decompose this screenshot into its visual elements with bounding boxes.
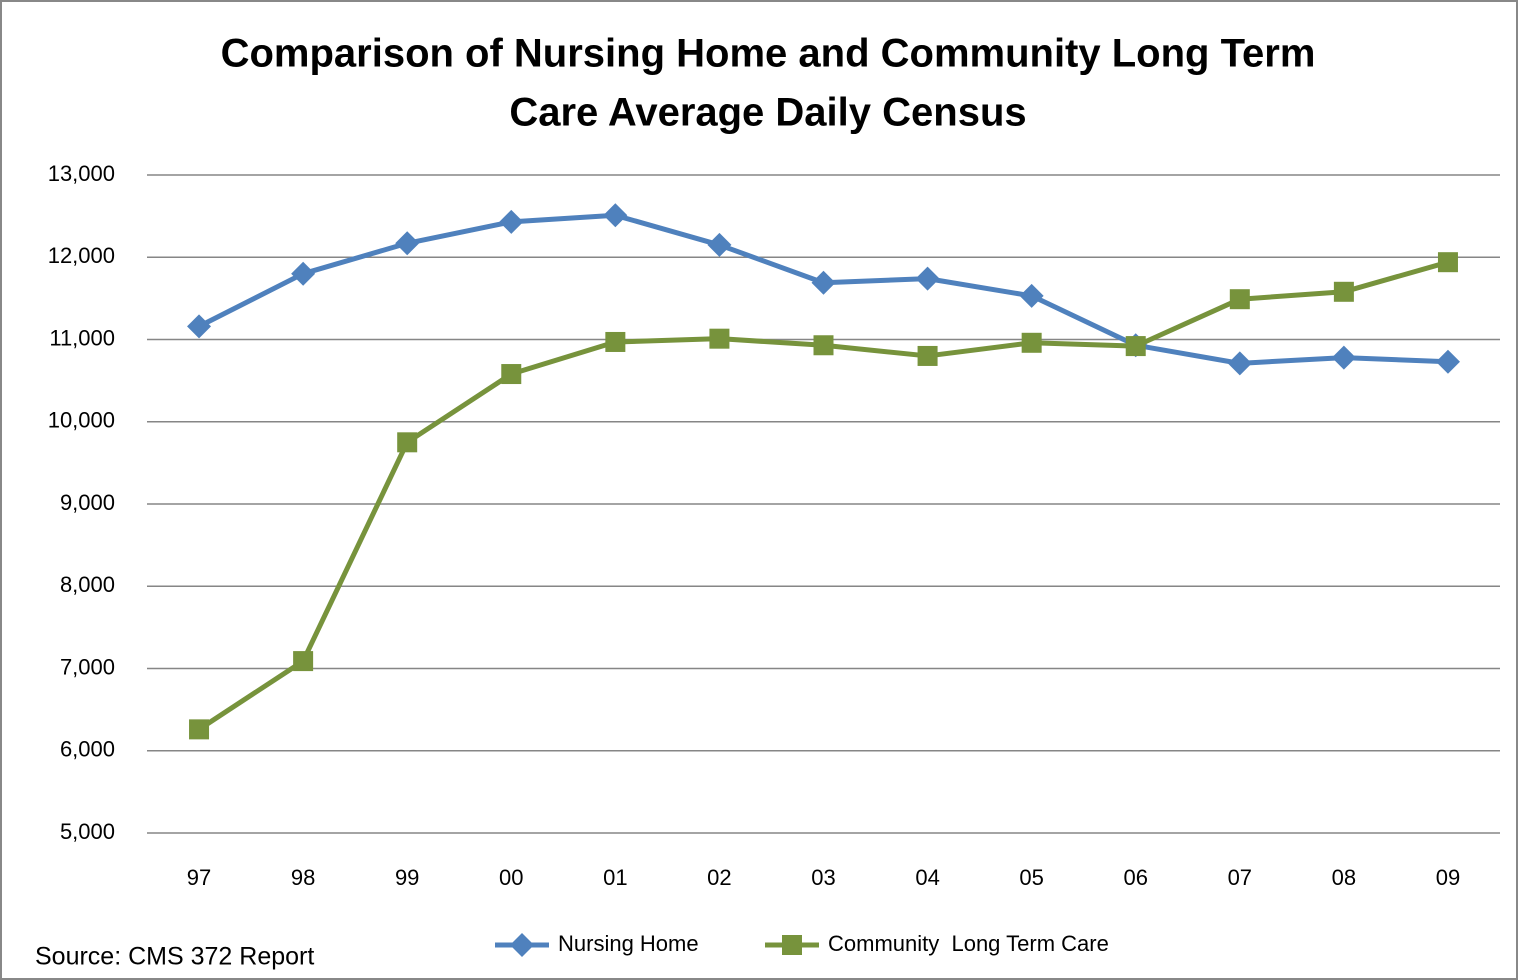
- marker: [813, 335, 834, 356]
- x-tick-label: 08: [1332, 865, 1356, 890]
- marker: [187, 314, 212, 339]
- marker: [395, 231, 420, 256]
- marker: [1333, 281, 1354, 302]
- marker: [293, 651, 314, 672]
- x-tick-label: 05: [1019, 865, 1043, 890]
- marker: [603, 203, 628, 228]
- marker: [709, 328, 730, 349]
- marker: [1331, 345, 1356, 370]
- marker: [1125, 336, 1146, 357]
- marker: [397, 432, 418, 453]
- marker: [499, 209, 524, 234]
- x-tick-label: 99: [395, 865, 419, 890]
- marker: [811, 270, 836, 295]
- x-tick-label: 03: [811, 865, 835, 890]
- y-tick-label: 10,000: [48, 408, 115, 433]
- marker: [510, 933, 534, 957]
- marker: [501, 364, 522, 385]
- x-tick-label: 04: [915, 865, 939, 890]
- marker: [605, 331, 626, 352]
- marker: [917, 345, 938, 366]
- y-tick-label: 6,000: [60, 737, 115, 762]
- y-tick-label: 8,000: [60, 572, 115, 597]
- marker: [1019, 283, 1044, 308]
- marker: [707, 232, 732, 257]
- marker: [1437, 252, 1458, 273]
- source-note: Source: CMS 372 Report: [35, 943, 314, 971]
- x-tick-label: 01: [603, 865, 627, 890]
- marker: [1435, 349, 1460, 374]
- marker: [1021, 332, 1042, 353]
- x-tick-label: 98: [291, 865, 315, 890]
- x-tick-label: 02: [707, 865, 731, 890]
- marker: [189, 719, 210, 740]
- chart-title: Care Average Daily Census: [509, 91, 1026, 135]
- y-tick-label: 9,000: [60, 490, 115, 515]
- y-tick-label: 5,000: [60, 819, 115, 844]
- legend-label: Community Long Term Care: [828, 931, 1109, 956]
- marker: [782, 935, 802, 955]
- marker: [1229, 289, 1250, 310]
- y-tick-label: 11,000: [49, 325, 115, 350]
- y-tick-label: 12,000: [48, 243, 115, 268]
- marker: [1227, 351, 1252, 376]
- chart-title: Comparison of Nursing Home and Community…: [221, 32, 1316, 76]
- x-tick-label: 00: [499, 865, 523, 890]
- marker: [915, 266, 940, 291]
- x-tick-label: 07: [1228, 865, 1252, 890]
- legend-label: Nursing Home: [558, 931, 699, 956]
- y-tick-label: 13,000: [48, 161, 115, 186]
- x-tick-label: 06: [1123, 865, 1147, 890]
- marker: [291, 261, 316, 286]
- x-tick-label: 97: [187, 865, 211, 890]
- y-tick-label: 7,000: [60, 654, 115, 679]
- x-tick-label: 09: [1436, 865, 1460, 890]
